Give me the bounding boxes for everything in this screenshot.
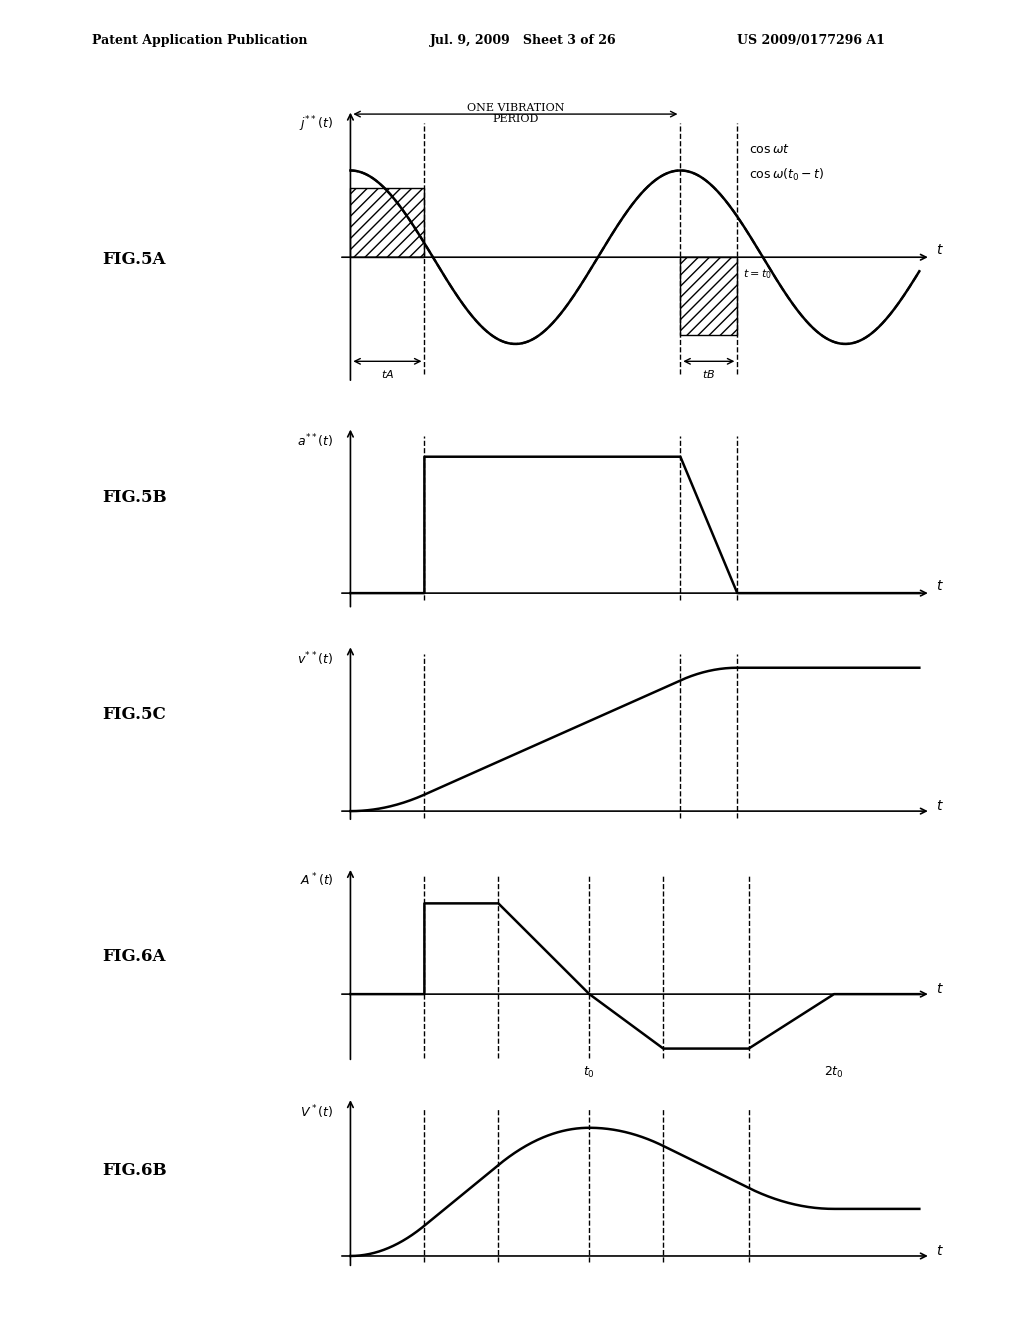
Text: $\cos\omega t$: $\cos\omega t$: [749, 143, 790, 156]
Text: FIG.5C: FIG.5C: [102, 706, 166, 723]
Bar: [680, 257, 737, 335]
Text: ONE VIBRATION
PERIOD: ONE VIBRATION PERIOD: [467, 103, 564, 124]
Text: $V^*(t)$: $V^*(t)$: [300, 1104, 334, 1121]
Text: Patent Application Publication: Patent Application Publication: [92, 34, 307, 48]
Text: $A^*(t)$: $A^*(t)$: [300, 871, 334, 890]
Text: $2t_0$: $2t_0$: [824, 1065, 844, 1080]
Text: $t$: $t$: [936, 243, 944, 257]
Bar: [350, 187, 424, 257]
Text: $t$: $t$: [936, 982, 944, 995]
Text: FIG.5B: FIG.5B: [102, 488, 167, 506]
Text: $j^{**}(t)$: $j^{**}(t)$: [299, 114, 334, 133]
Text: $t$: $t$: [936, 799, 944, 813]
Text: FIG.5A: FIG.5A: [102, 251, 166, 268]
Text: $t$: $t$: [936, 1243, 944, 1258]
Text: $a^{**}(t)$: $a^{**}(t)$: [297, 432, 334, 450]
Text: $v^{**}(t)$: $v^{**}(t)$: [297, 649, 334, 668]
Text: $t$: $t$: [936, 579, 944, 593]
Text: $t=t_0$: $t=t_0$: [743, 268, 772, 281]
Text: US 2009/0177296 A1: US 2009/0177296 A1: [737, 34, 885, 48]
Text: FIG.6B: FIG.6B: [102, 1162, 167, 1179]
Text: FIG.6A: FIG.6A: [102, 948, 166, 965]
Text: $tB$: $tB$: [702, 368, 716, 380]
Text: $\cos\omega(t_0-t)$: $\cos\omega(t_0-t)$: [749, 168, 824, 183]
Text: $t_0$: $t_0$: [584, 1065, 595, 1080]
Text: $tA$: $tA$: [381, 368, 394, 380]
Text: Jul. 9, 2009   Sheet 3 of 26: Jul. 9, 2009 Sheet 3 of 26: [430, 34, 616, 48]
